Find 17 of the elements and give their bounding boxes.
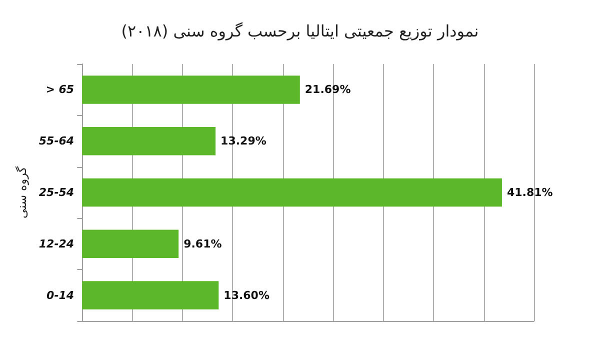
y-tick-label: 0-14 [46,288,74,302]
y-tick-label: 12-24 [38,237,74,250]
chart-title: نمودار توزیع جمعیتی ایتالیا برحسب گروه سنی (۲۰۱۸) [121,22,479,40]
bar [82,76,300,104]
bar [82,230,179,258]
y-tick-label: 25-54 [38,186,74,199]
bar [82,178,502,207]
data-label: 9.61% [184,237,222,250]
bar [82,281,219,310]
data-label: 13.29% [220,134,266,148]
y-axis-title: گروه سنی [15,166,29,218]
data-label: 21.69% [304,83,351,96]
data-label: 41.81% [506,186,553,199]
y-tick-label: > 65 [46,83,74,96]
bar [82,126,216,156]
y-tick-label: 55-64 [38,134,74,148]
data-label: 13.60% [224,288,270,302]
